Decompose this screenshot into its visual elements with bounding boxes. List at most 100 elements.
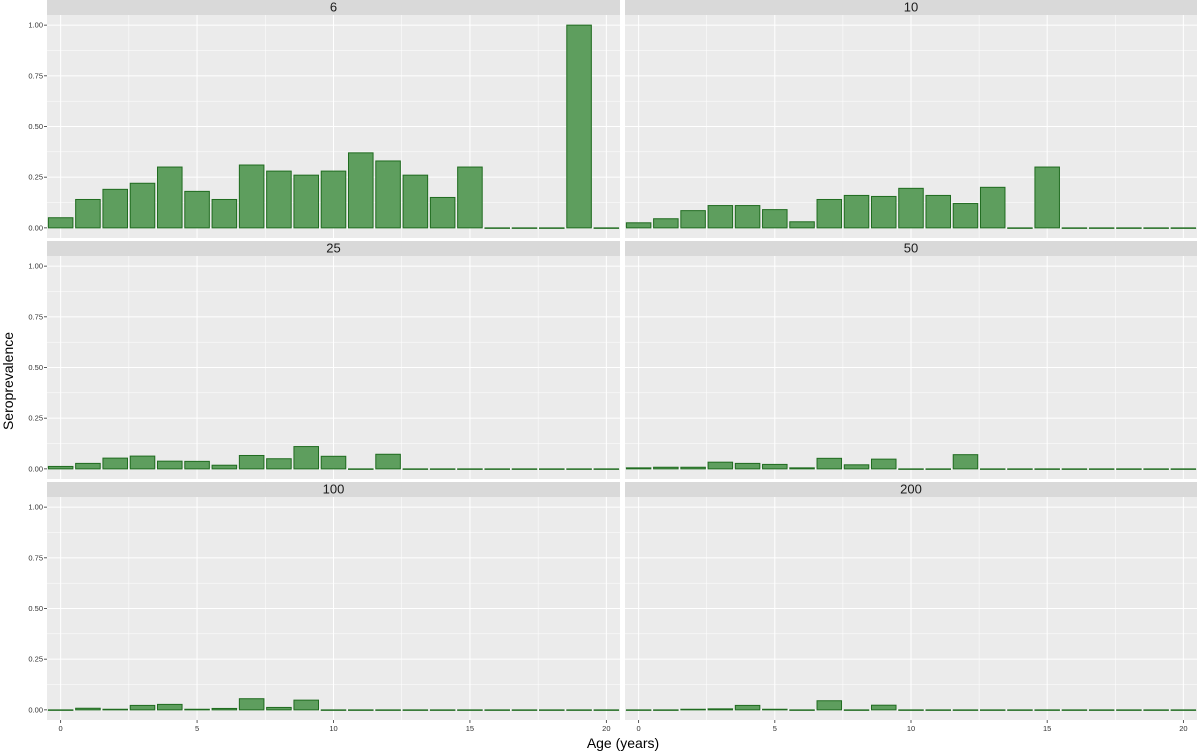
bar-age-20 [593, 468, 620, 470]
bar-age-9 [871, 458, 897, 470]
bar-age-18 [539, 468, 565, 470]
bar-age-0 [47, 709, 74, 711]
facet-panel-25: 25 0.00 0.25 0.50 0.75 1.00 [28, 241, 620, 479]
bar-age-20 [1170, 709, 1197, 711]
bar-age-17 [1088, 709, 1115, 711]
bar-age-11 [925, 194, 951, 229]
bar-age-20 [593, 227, 620, 229]
bar-age-12 [375, 453, 401, 470]
bar-age-14 [429, 468, 456, 470]
bar-age-15 [457, 709, 483, 711]
bar-age-9 [871, 195, 897, 229]
bar-age-16 [1061, 709, 1088, 711]
bar-age-11 [348, 468, 374, 470]
bar-age-17 [511, 227, 538, 229]
bar-age-2 [102, 188, 128, 229]
bar-age-0 [625, 467, 652, 470]
bar-age-3 [707, 708, 734, 711]
bar-age-10 [898, 709, 924, 711]
bar-age-19 [566, 468, 592, 470]
bar-age-10 [320, 170, 347, 229]
x-tick-label: 10 [907, 724, 915, 733]
bar-age-16 [484, 709, 510, 711]
y-tick-label: 0.25 [28, 655, 43, 664]
bar-age-4 [734, 462, 761, 470]
bar-age-16 [1061, 468, 1088, 470]
y-tick-label: 0.75 [28, 312, 43, 321]
facet-strip [47, 241, 620, 256]
bar-age-15 [1034, 468, 1060, 470]
facet-panel-50: 50 [625, 241, 1197, 479]
facet-panel-200: 200 0 5 10 15 20 [625, 482, 1197, 733]
x-tick-label: 20 [1179, 724, 1187, 733]
bar-age-7 [238, 164, 265, 229]
facet-panel-100: 100 0.00 0.25 0.50 0.75 1.00 0 5 10 15 20 [28, 482, 620, 733]
bar-age-8 [843, 709, 870, 711]
bar-age-15 [457, 468, 483, 470]
bar-age-17 [511, 709, 538, 711]
facet-strip-label: 6 [330, 0, 337, 15]
bar-age-5 [762, 708, 788, 711]
y-tick-label: 0.50 [28, 604, 43, 613]
bar-age-18 [1116, 709, 1142, 711]
bar-age-2 [102, 457, 128, 470]
bar-age-6 [211, 464, 238, 470]
bar-age-12 [952, 709, 979, 711]
bar-age-1 [653, 218, 679, 229]
x-tick-label: 15 [1043, 724, 1051, 733]
bar-age-5 [184, 708, 210, 711]
bar-age-15 [457, 166, 483, 229]
bar-age-6 [211, 198, 238, 229]
bar-age-16 [484, 468, 510, 470]
bar-age-13 [402, 174, 429, 229]
bar-age-4 [157, 166, 183, 229]
bar-age-7 [238, 454, 265, 470]
bar-age-14 [1007, 468, 1033, 470]
bar-age-11 [348, 152, 374, 229]
facet-strip [47, 0, 620, 15]
bar-age-18 [539, 227, 565, 229]
bar-age-5 [184, 190, 210, 229]
y-tick-label: 1.00 [28, 503, 43, 512]
bar-age-20 [1170, 468, 1197, 470]
facet-strip [625, 241, 1197, 256]
bar-age-1 [653, 709, 679, 711]
bar-age-4 [157, 703, 183, 711]
bar-age-6 [789, 709, 815, 711]
bar-age-7 [816, 198, 843, 229]
x-tick-label: 0 [637, 724, 641, 733]
bar-age-8 [266, 170, 292, 229]
bar-age-5 [184, 460, 210, 470]
facet-panel-6: 6 0.00 0.25 0.50 0.75 1.00 [28, 0, 620, 238]
bar-age-0 [47, 465, 74, 470]
y-tick-label: 0.00 [28, 705, 43, 714]
bar-age-1 [75, 707, 101, 711]
bar-age-11 [925, 468, 951, 470]
bar-age-10 [898, 468, 924, 470]
bar-age-14 [1007, 227, 1033, 229]
x-axis-title: Age (years) [587, 735, 659, 751]
bar-age-0 [47, 217, 74, 229]
bar-age-2 [680, 708, 706, 711]
facet-panels: 6 0.00 0.25 0.50 0.75 1.00 10 25 0.00 0.25 0.50 0.7… [28, 0, 1197, 733]
bar-age-6 [789, 221, 815, 229]
bar-age-13 [979, 468, 1006, 470]
y-tick-label: 0.00 [28, 464, 43, 473]
bar-age-11 [348, 709, 374, 711]
x-tick-label: 5 [195, 724, 199, 733]
bar-age-14 [429, 709, 456, 711]
x-tick-label: 0 [59, 724, 63, 733]
bar-age-19 [566, 709, 592, 711]
bar-age-9 [293, 446, 319, 470]
bar-age-18 [539, 709, 565, 711]
y-tick-label: 0.25 [28, 173, 43, 182]
facet-strip [47, 482, 620, 497]
bar-age-2 [680, 466, 706, 470]
bar-age-13 [979, 186, 1006, 229]
bar-age-18 [1116, 468, 1142, 470]
y-tick-label: 0.75 [28, 71, 43, 80]
y-axis-title: Seroprevalence [0, 332, 16, 430]
facet-strip-label: 100 [323, 482, 345, 497]
bar-age-19 [566, 24, 592, 229]
